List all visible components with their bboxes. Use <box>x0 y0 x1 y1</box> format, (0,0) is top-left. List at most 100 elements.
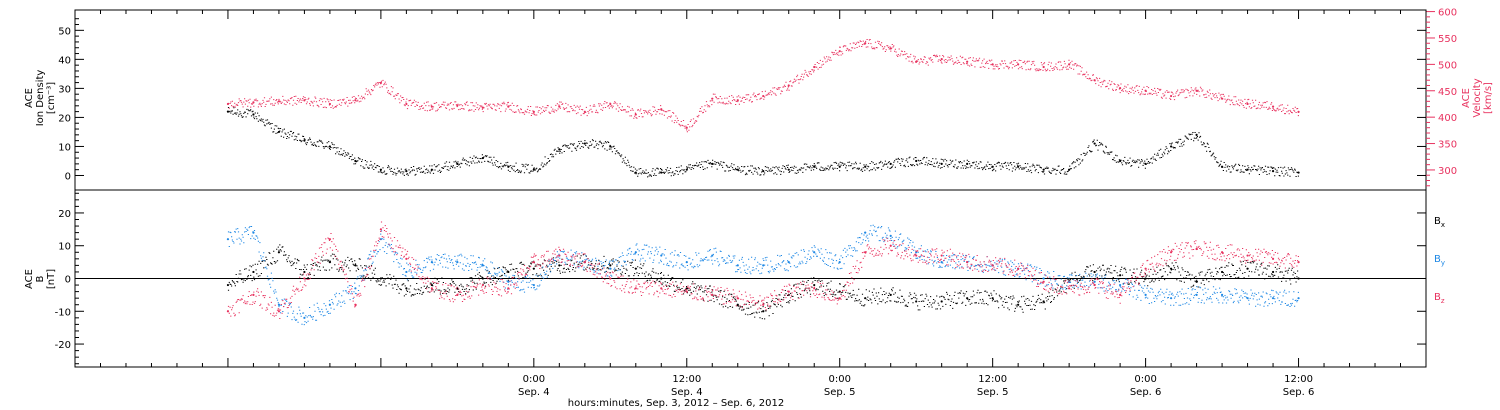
top-right-tick-label: 350 <box>1438 140 1457 151</box>
top-left-tick-label: 50 <box>58 26 71 37</box>
bx-series-point <box>379 277 382 280</box>
density-series-point <box>532 168 535 171</box>
bottom-left-tick-label: 0 <box>65 275 71 286</box>
by-series-point <box>456 261 459 264</box>
x-tick-date-label: Sep. 5 <box>824 387 856 398</box>
bz-series-point <box>685 290 688 293</box>
top-right-tick-label: 400 <box>1438 113 1457 124</box>
by-series-point <box>609 267 612 270</box>
velocity-series-point <box>711 97 714 100</box>
by-series-point <box>660 254 663 257</box>
x-tick-time-label: 12:00 <box>1284 374 1313 385</box>
by-series-point <box>736 264 739 267</box>
bx-series-point <box>1195 280 1198 283</box>
density-series-point <box>379 168 382 171</box>
bz-series-point <box>252 293 255 296</box>
bz-series-point <box>813 287 816 290</box>
by-series-point <box>813 251 816 254</box>
density-series-point <box>609 145 612 148</box>
legend-bz: Bz <box>1434 292 1445 305</box>
x-tick-date-label: Sep. 4 <box>671 387 703 398</box>
bx-series-point <box>609 264 612 267</box>
bx-series-point <box>558 264 561 267</box>
velocity-series-trace <box>227 39 1299 133</box>
density-series-point <box>252 113 255 116</box>
bx-series-point <box>226 283 230 287</box>
bz-series-point <box>889 244 892 247</box>
bz-series-point <box>303 277 306 280</box>
legend-bx: Bx <box>1434 216 1445 229</box>
by-series-point <box>762 264 765 267</box>
bz-series-point <box>1169 251 1173 254</box>
x-tick-time-label: 12:00 <box>672 374 701 385</box>
bx-series-point <box>252 270 255 274</box>
density-series-point <box>685 168 688 171</box>
velocity-series-point <box>1297 110 1300 113</box>
bz-series-point <box>1220 251 1224 254</box>
velocity-series-point <box>1068 63 1071 66</box>
bz-series-point <box>609 277 612 280</box>
x-tick-time-label: 0:00 <box>828 374 850 385</box>
x-tick-time-label: 0:00 <box>523 374 545 385</box>
bz-series-point <box>1144 267 1147 270</box>
bz-series-point <box>634 287 637 290</box>
bz-series-point <box>532 261 535 264</box>
bz-series-point <box>1119 293 1122 296</box>
bz-series-point <box>711 293 714 296</box>
velocity-series-point <box>736 99 739 102</box>
by-series-point <box>1144 293 1147 296</box>
x-tick-date-label: Sep. 5 <box>977 387 1009 398</box>
bottom-left-axis-label-3: [nT] <box>46 269 57 289</box>
density-series-point <box>813 165 816 168</box>
velocity-series-point <box>685 126 688 129</box>
bx-series-point <box>991 297 994 300</box>
bottom-left-tick-label: -20 <box>55 340 71 351</box>
x-tick-time-label: 0:00 <box>1134 374 1156 385</box>
bx-series-point <box>660 277 663 280</box>
by-series-point <box>507 280 510 283</box>
top-left-tick-label: 0 <box>65 171 71 182</box>
bx-series-point <box>813 283 816 287</box>
by-series-point <box>532 283 535 287</box>
density-series-point <box>226 110 230 113</box>
bottom-panel-frame <box>74 189 1427 368</box>
bx-series-point <box>1220 270 1224 274</box>
by-series-point <box>328 303 332 306</box>
bx-series-point <box>1017 303 1020 306</box>
top-left-axis-label-2: Ion Density <box>35 70 46 127</box>
density-series-point <box>1017 165 1020 168</box>
by-series-point <box>634 251 637 254</box>
bottom-panel-data <box>226 221 1300 326</box>
bottom-left-tick-label: -10 <box>55 307 71 318</box>
bx-series-point <box>532 267 535 270</box>
density-series-point <box>787 168 790 171</box>
velocity-series-point <box>966 60 969 63</box>
bz-series <box>226 221 1300 319</box>
bz-series-point <box>226 310 230 313</box>
axis-ticks: 0 10 20 30 40 50 300 350 400 450 500 550 600 -20 -10 0 1… <box>55 8 1457 367</box>
bx-series-point <box>1119 274 1122 277</box>
bx-series-point <box>915 300 918 303</box>
velocity-series-point <box>405 102 408 106</box>
velocity-series-point <box>1169 94 1173 98</box>
x-axis-title: hours:minutes, Sep. 3, 2012 – Sep. 6, 20… <box>568 398 784 409</box>
x-tick-date-label: Sep. 6 <box>1283 387 1315 398</box>
by-series-point <box>711 254 714 257</box>
density-series-point <box>915 159 918 163</box>
top-left-tick-label: 30 <box>58 84 71 95</box>
bx-series-point <box>405 287 408 290</box>
velocity-series-point <box>1271 105 1275 108</box>
by-series-point <box>226 238 230 241</box>
bz-series-point <box>405 257 408 260</box>
bx-series-trace <box>227 244 1299 320</box>
bz-series-point <box>762 303 765 306</box>
top-right-tick-label: 500 <box>1438 60 1457 71</box>
top-right-axis-label-1: ACE <box>1461 88 1472 108</box>
velocity-series-point <box>1042 65 1045 69</box>
bz-series-point <box>430 287 433 290</box>
bz-series-point <box>915 254 918 257</box>
top-right-tick-label: 300 <box>1438 166 1457 177</box>
by-series-point <box>787 261 790 264</box>
bx-series-point <box>277 251 281 254</box>
bz-series-point <box>481 283 484 287</box>
